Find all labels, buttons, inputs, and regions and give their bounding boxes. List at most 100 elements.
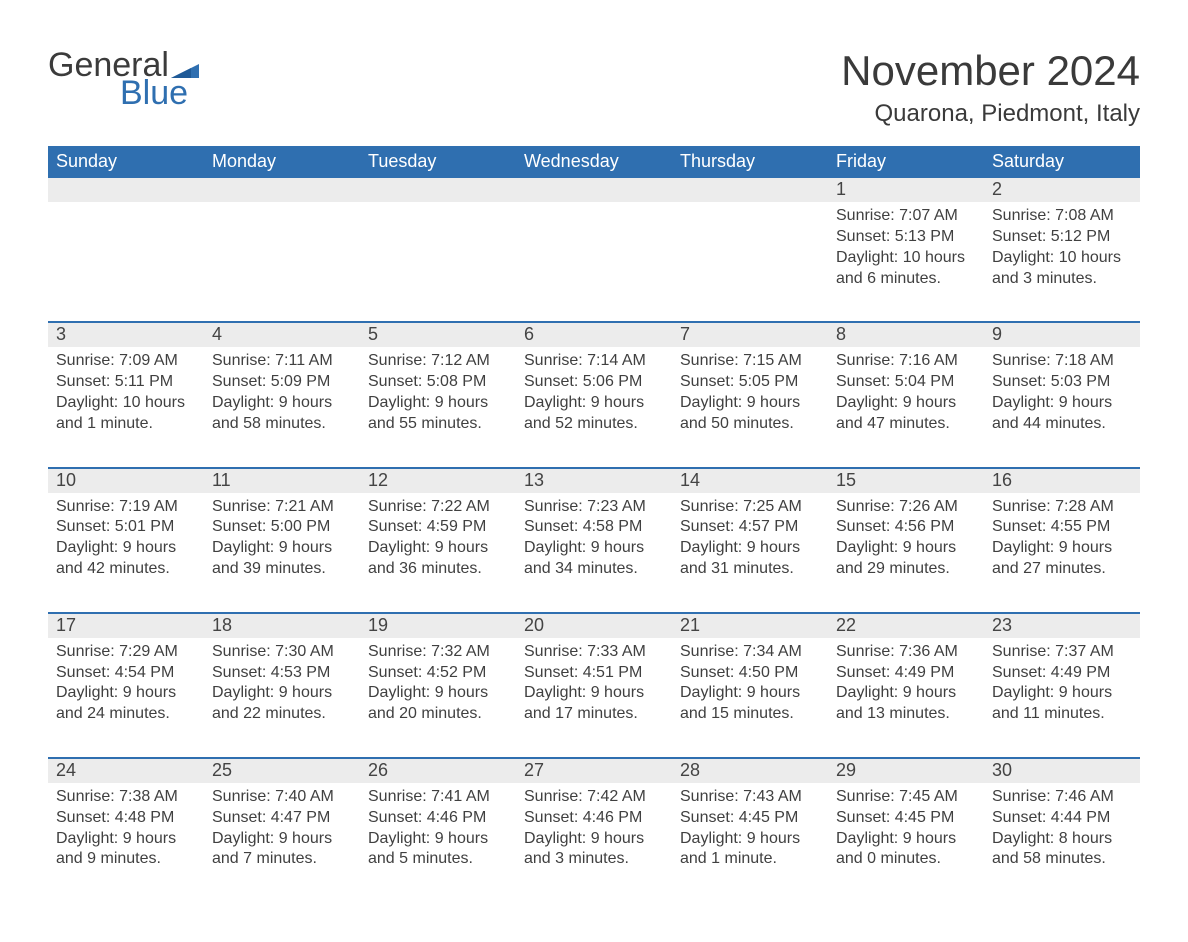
day-detail: Sunrise: 7:23 AM Sunset: 4:58 PM Dayligh… <box>516 493 672 612</box>
daylight-label: Daylight: 9 hours <box>836 393 976 414</box>
day-number: 2 <box>984 178 1140 202</box>
week-4-nums: 17 18 19 20 21 22 23 <box>48 612 1140 638</box>
day-number: 30 <box>984 757 1140 783</box>
daylight-label: Daylight: 9 hours <box>680 683 820 704</box>
daylight-label: Daylight: 10 hours <box>836 248 976 269</box>
sunset-label: Sunset: 4:44 PM <box>992 808 1132 829</box>
blank-cell <box>360 178 516 202</box>
sunset-label: Sunset: 5:05 PM <box>680 372 820 393</box>
sunset-label: Sunset: 5:09 PM <box>212 372 352 393</box>
day-detail: Sunrise: 7:08 AM Sunset: 5:12 PM Dayligh… <box>984 202 1140 321</box>
daylight-label: Daylight: 9 hours <box>836 683 976 704</box>
day-of-week-row: Sunday Monday Tuesday Wednesday Thursday… <box>48 146 1140 178</box>
sunrise-label: Sunrise: 7:25 AM <box>680 497 820 518</box>
sunrise-label: Sunrise: 7:09 AM <box>56 351 196 372</box>
sunset-label: Sunset: 5:11 PM <box>56 372 196 393</box>
sunrise-label: Sunrise: 7:08 AM <box>992 206 1132 227</box>
day-number: 19 <box>360 612 516 638</box>
daylight-label: Daylight: 9 hours <box>56 829 196 850</box>
sunrise-label: Sunrise: 7:34 AM <box>680 642 820 663</box>
week-2-details: Sunrise: 7:09 AM Sunset: 5:11 PM Dayligh… <box>48 347 1140 466</box>
sunrise-label: Sunrise: 7:30 AM <box>212 642 352 663</box>
sunrise-label: Sunrise: 7:16 AM <box>836 351 976 372</box>
day-number: 12 <box>360 467 516 493</box>
sunset-label: Sunset: 5:13 PM <box>836 227 976 248</box>
sunset-label: Sunset: 4:54 PM <box>56 663 196 684</box>
sunrise-label: Sunrise: 7:40 AM <box>212 787 352 808</box>
blank-cell <box>516 202 672 321</box>
day-detail: Sunrise: 7:34 AM Sunset: 4:50 PM Dayligh… <box>672 638 828 757</box>
day-number: 15 <box>828 467 984 493</box>
day-number: 9 <box>984 321 1140 347</box>
day-detail: Sunrise: 7:37 AM Sunset: 4:49 PM Dayligh… <box>984 638 1140 757</box>
daylight-label: Daylight: 9 hours <box>212 829 352 850</box>
day-number: 4 <box>204 321 360 347</box>
day-detail: Sunrise: 7:12 AM Sunset: 5:08 PM Dayligh… <box>360 347 516 466</box>
location-label: Quarona, Piedmont, Italy <box>841 100 1140 128</box>
dow-sunday: Sunday <box>48 146 204 178</box>
day-detail: Sunrise: 7:22 AM Sunset: 4:59 PM Dayligh… <box>360 493 516 612</box>
calendar-body: 1 2 Sunrise: 7:07 AM Sunset: 5:13 PM Day… <box>48 178 1140 902</box>
sunrise-label: Sunrise: 7:22 AM <box>368 497 508 518</box>
dow-tuesday: Tuesday <box>360 146 516 178</box>
day-number: 16 <box>984 467 1140 493</box>
day-detail: Sunrise: 7:11 AM Sunset: 5:09 PM Dayligh… <box>204 347 360 466</box>
daylight-label: Daylight: 9 hours <box>992 393 1132 414</box>
sunrise-label: Sunrise: 7:07 AM <box>836 206 976 227</box>
dow-wednesday: Wednesday <box>516 146 672 178</box>
day-detail: Sunrise: 7:45 AM Sunset: 4:45 PM Dayligh… <box>828 783 984 902</box>
daylight-label: and 13 minutes. <box>836 704 976 725</box>
sunrise-label: Sunrise: 7:12 AM <box>368 351 508 372</box>
daylight-label: and 29 minutes. <box>836 559 976 580</box>
day-detail: Sunrise: 7:30 AM Sunset: 4:53 PM Dayligh… <box>204 638 360 757</box>
sunset-label: Sunset: 4:52 PM <box>368 663 508 684</box>
brand-word2: Blue <box>120 76 199 110</box>
sunset-label: Sunset: 4:49 PM <box>992 663 1132 684</box>
sunset-label: Sunset: 4:53 PM <box>212 663 352 684</box>
day-number: 6 <box>516 321 672 347</box>
blank-cell <box>360 202 516 321</box>
daylight-label: Daylight: 9 hours <box>524 683 664 704</box>
week-1-details: Sunrise: 7:07 AM Sunset: 5:13 PM Dayligh… <box>48 202 1140 321</box>
sunset-label: Sunset: 4:48 PM <box>56 808 196 829</box>
daylight-label: Daylight: 9 hours <box>680 538 820 559</box>
day-detail: Sunrise: 7:16 AM Sunset: 5:04 PM Dayligh… <box>828 347 984 466</box>
daylight-label: and 3 minutes. <box>524 849 664 870</box>
daylight-label: Daylight: 9 hours <box>836 829 976 850</box>
blank-cell <box>204 202 360 321</box>
week-3-details: Sunrise: 7:19 AM Sunset: 5:01 PM Dayligh… <box>48 493 1140 612</box>
day-detail: Sunrise: 7:40 AM Sunset: 4:47 PM Dayligh… <box>204 783 360 902</box>
daylight-label: and 31 minutes. <box>680 559 820 580</box>
day-number: 10 <box>48 467 204 493</box>
blank-cell <box>672 202 828 321</box>
week-4-details: Sunrise: 7:29 AM Sunset: 4:54 PM Dayligh… <box>48 638 1140 757</box>
day-detail: Sunrise: 7:42 AM Sunset: 4:46 PM Dayligh… <box>516 783 672 902</box>
day-detail: Sunrise: 7:32 AM Sunset: 4:52 PM Dayligh… <box>360 638 516 757</box>
day-detail: Sunrise: 7:46 AM Sunset: 4:44 PM Dayligh… <box>984 783 1140 902</box>
day-detail: Sunrise: 7:14 AM Sunset: 5:06 PM Dayligh… <box>516 347 672 466</box>
day-detail: Sunrise: 7:29 AM Sunset: 4:54 PM Dayligh… <box>48 638 204 757</box>
day-number: 5 <box>360 321 516 347</box>
sunset-label: Sunset: 5:03 PM <box>992 372 1132 393</box>
daylight-label: and 22 minutes. <box>212 704 352 725</box>
daylight-label: Daylight: 9 hours <box>992 538 1132 559</box>
day-detail: Sunrise: 7:15 AM Sunset: 5:05 PM Dayligh… <box>672 347 828 466</box>
daylight-label: Daylight: 9 hours <box>56 538 196 559</box>
blank-cell <box>672 178 828 202</box>
sunrise-label: Sunrise: 7:45 AM <box>836 787 976 808</box>
sunrise-label: Sunrise: 7:29 AM <box>56 642 196 663</box>
daylight-label: and 15 minutes. <box>680 704 820 725</box>
day-number: 22 <box>828 612 984 638</box>
day-number: 18 <box>204 612 360 638</box>
sunset-label: Sunset: 5:08 PM <box>368 372 508 393</box>
sunset-label: Sunset: 4:45 PM <box>836 808 976 829</box>
sunset-label: Sunset: 4:49 PM <box>836 663 976 684</box>
daylight-label: and 7 minutes. <box>212 849 352 870</box>
sunset-label: Sunset: 4:56 PM <box>836 517 976 538</box>
dow-thursday: Thursday <box>672 146 828 178</box>
day-detail: Sunrise: 7:09 AM Sunset: 5:11 PM Dayligh… <box>48 347 204 466</box>
daylight-label: Daylight: 9 hours <box>836 538 976 559</box>
daylight-label: and 20 minutes. <box>368 704 508 725</box>
day-number: 1 <box>828 178 984 202</box>
title-block: November 2024 Quarona, Piedmont, Italy <box>841 48 1140 128</box>
